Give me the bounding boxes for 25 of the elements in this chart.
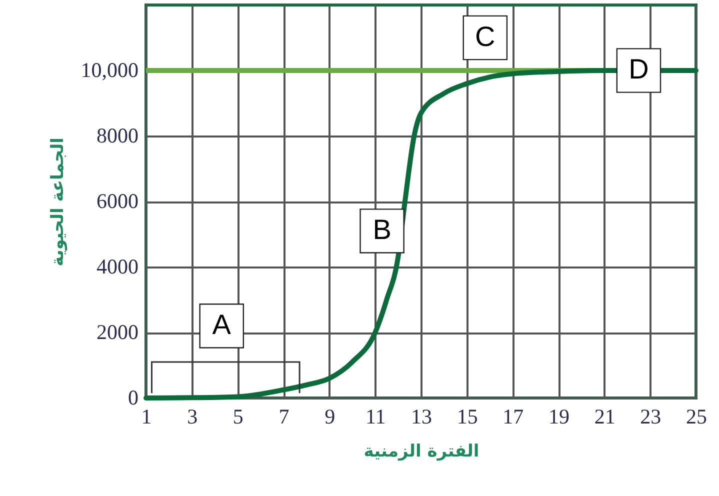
- annotation: A: [212, 308, 232, 340]
- y-tick-label: 6000: [96, 189, 138, 213]
- y-tick-label: 2000: [96, 320, 138, 344]
- x-tick-label: 1: [141, 404, 152, 428]
- x-tick-label: 15: [456, 404, 478, 428]
- x-tick-label: 5: [232, 404, 244, 428]
- x-tick-label: 9: [324, 404, 336, 428]
- x-tick-label: 7: [278, 404, 290, 428]
- x-tick-label: 17: [502, 404, 524, 428]
- x-tick-label: 11: [366, 404, 386, 428]
- y-tick-label: 0: [128, 386, 138, 410]
- y-axis-title: الجماعة الحيوية: [48, 138, 68, 266]
- annotation: B: [372, 214, 392, 245]
- annotation: C: [475, 20, 496, 52]
- y-tick-label: 4000: [96, 254, 138, 278]
- annotation: D: [628, 54, 649, 84]
- x-axis-title: الفترة الزمنية: [364, 442, 480, 462]
- x-tick-label: 21: [594, 404, 616, 428]
- x-tick-label: 25: [686, 404, 707, 428]
- x-tick-label: 3: [187, 404, 198, 428]
- x-tick-label: 19: [548, 404, 570, 428]
- y-tick-label: 10,000: [80, 58, 138, 82]
- y-tick-label: 8000: [96, 124, 138, 148]
- x-tick-label: 23: [640, 404, 662, 428]
- x-tick-label: 13: [411, 404, 432, 428]
